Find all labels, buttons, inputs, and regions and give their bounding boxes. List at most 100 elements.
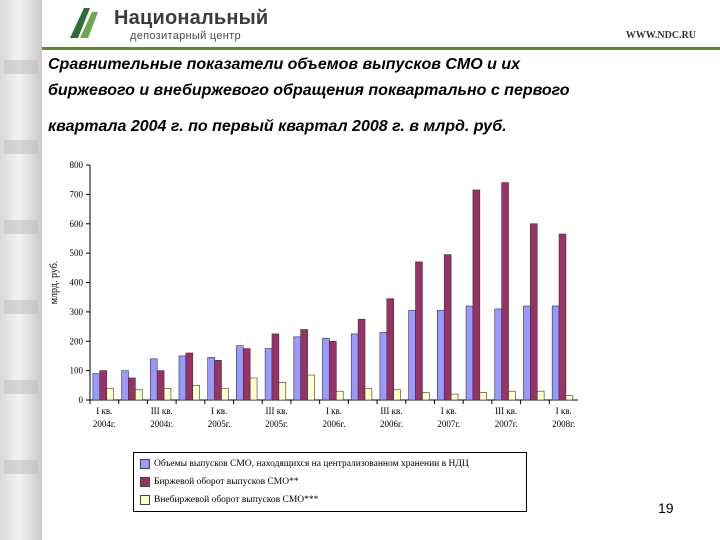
y-tick-label: 700 — [70, 189, 84, 199]
bar-series-3 — [135, 389, 143, 401]
x-tick-label: III кв. — [380, 406, 402, 416]
y-tick-label: 800 — [70, 160, 84, 170]
bar-series-1 — [523, 305, 531, 401]
bar-series-1 — [465, 305, 474, 401]
legend-label-series-1: Объемы выпусков СМО, находящихся на цент… — [154, 459, 469, 469]
bar-series-2 — [99, 370, 107, 401]
bar-series-2 — [443, 254, 452, 401]
x-tick-label: I кв. — [556, 406, 572, 416]
bar-chart: 0 100 200 300 400 500 600 700 800 млрд. руб. I кв.… — [49, 160, 578, 429]
bar-series-3 — [221, 387, 229, 401]
x-tick-label: III кв. — [151, 406, 173, 416]
x-tick-label-year: 2006г. — [323, 419, 346, 429]
bar-series-1 — [350, 333, 359, 401]
y-tick-label: 200 — [70, 336, 84, 346]
bar-series-3 — [393, 389, 401, 401]
bar-series-1 — [178, 355, 187, 401]
bar-series-3 — [278, 382, 287, 401]
y-tick-label: 100 — [70, 366, 84, 376]
bar-series-2 — [501, 182, 509, 401]
bar-series-1 — [236, 345, 244, 401]
logo-subtitle: депозитарный центр — [130, 30, 241, 42]
bar-series-2 — [300, 329, 308, 401]
legend-swatch-series-1 — [140, 459, 150, 469]
x-tick-label: I кв. — [326, 406, 342, 416]
title-line-3: квартала 2004 г. по первый квартал 2008 … — [48, 118, 507, 135]
legend-item-series-1: Объемы выпусков СМО, находящихся на цент… — [140, 457, 469, 471]
x-tick-label: I кв. — [211, 406, 227, 416]
x-tick-label-year: 2005г. — [265, 419, 288, 429]
bar-series-2 — [357, 318, 366, 401]
bar-series-1 — [92, 373, 101, 401]
legend-swatch-series-3 — [140, 495, 150, 505]
bar-series-1 — [149, 358, 158, 401]
bar-series-3 — [335, 390, 344, 401]
strip-window — [4, 380, 38, 394]
y-tick-label: 500 — [70, 248, 84, 258]
bar-series-3 — [249, 377, 258, 401]
legend-label-series-2: Биржевой оборот выпусков СМО** — [154, 477, 299, 487]
bar-series-3 — [307, 374, 315, 401]
y-tick-label: 0 — [79, 395, 84, 405]
x-tick-label-year: 2007г. — [495, 419, 518, 429]
bar-series-3 — [192, 385, 200, 401]
bar-series-3 — [450, 393, 459, 401]
bar-series-1 — [408, 310, 416, 401]
decorative-side-strip — [0, 0, 42, 540]
slide-title: Сравнительные показатели объемов выпуско… — [48, 52, 698, 140]
bar-series-2 — [185, 352, 194, 401]
bar-series-1 — [494, 308, 502, 401]
bar-series-1 — [551, 305, 560, 401]
legend-item-series-2: Биржевой оборот выпусков СМО** — [140, 475, 299, 489]
title-line-2: биржевого и внебиржевого обращения поква… — [48, 82, 570, 99]
bar-series-1 — [264, 348, 273, 401]
x-tick-label-year: 2007г. — [437, 419, 460, 429]
legend-label-series-3: Внебиржевой оборот выпусков СМО*** — [154, 495, 319, 505]
bar-series-1 — [121, 370, 129, 401]
bar-series-1 — [437, 310, 445, 401]
strip-window — [4, 220, 38, 234]
bar-series-1 — [379, 332, 388, 401]
bar-series-3 — [422, 392, 430, 401]
ndc-logo-icon — [70, 8, 98, 38]
bar-series-2 — [156, 370, 165, 401]
legend-item-series-3: Внебиржевой оборот выпусков СМО*** — [140, 493, 318, 507]
bar-series-2 — [128, 377, 136, 401]
bar-series-3 — [479, 392, 488, 401]
bar-series-3 — [163, 387, 172, 401]
y-tick-label: 300 — [70, 307, 84, 317]
logo-title: Национальный — [114, 7, 269, 29]
title-line-1: Сравнительные показатели объемов выпуско… — [48, 56, 521, 73]
x-tick-label-year: 2004г. — [150, 419, 173, 429]
x-tick-label: I кв. — [96, 406, 112, 416]
page-number: 19 — [658, 500, 674, 516]
bar-series-2 — [558, 233, 567, 401]
x-tick-label: III кв. — [266, 406, 288, 416]
bar-series-3 — [106, 387, 114, 401]
bar-series-2 — [329, 340, 337, 401]
bar-series-2 — [242, 348, 251, 401]
bar-series-2 — [271, 333, 280, 401]
x-tick-label-year: 2008г. — [552, 419, 575, 429]
bar-series-2 — [214, 360, 222, 401]
strip-window — [4, 300, 38, 314]
bar-series-1 — [322, 338, 330, 401]
y-tick-label: 600 — [70, 219, 84, 229]
x-tick-label-year: 2005г. — [208, 419, 231, 429]
strip-window — [4, 460, 38, 474]
x-tick-label: I кв. — [441, 406, 457, 416]
bar-series-2 — [386, 298, 395, 401]
bar-series-1 — [207, 357, 215, 401]
header-divider — [42, 47, 720, 50]
legend-swatch-series-2 — [140, 477, 150, 487]
bar-series-3 — [536, 390, 545, 401]
strip-window — [4, 140, 38, 154]
bar-series-2 — [415, 261, 423, 401]
bar-series-3 — [508, 390, 516, 401]
x-tick-label-year: 2006г. — [380, 419, 403, 429]
chart-legend: Объемы выпусков СМО, находящихся на цент… — [133, 452, 527, 512]
bar-series-2 — [530, 223, 538, 401]
x-tick-label: III кв. — [495, 406, 517, 416]
strip-window — [4, 60, 38, 74]
bar-series-3 — [565, 395, 574, 401]
